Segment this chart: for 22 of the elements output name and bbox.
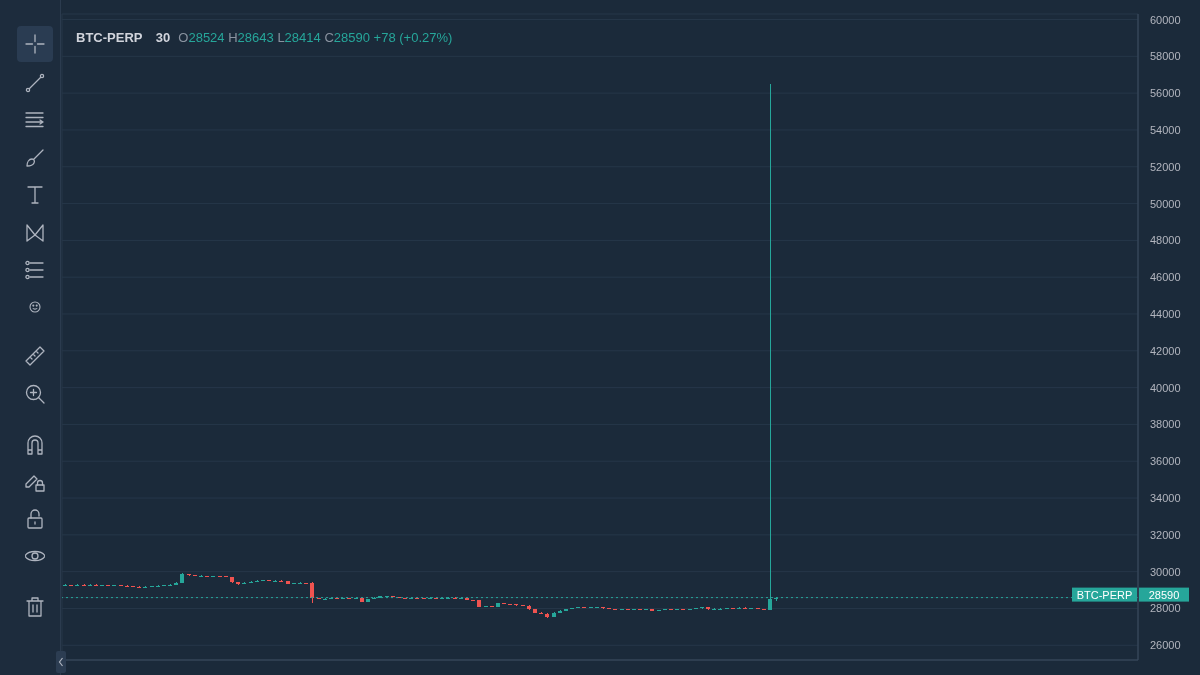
y-tick-label: 52000: [1150, 160, 1181, 173]
y-tick-label: 38000: [1150, 418, 1181, 431]
y-tick-label: 42000: [1150, 344, 1181, 357]
text: BTC-PERP 30: [76, 30, 171, 45]
y-tick-label: 34000: [1150, 492, 1181, 505]
y-tick-label: 46000: [1150, 271, 1181, 284]
y-tick-label: 48000: [1150, 234, 1181, 247]
y-tick-label: 44000: [1150, 307, 1181, 320]
y-tick-label: 40000: [1150, 381, 1181, 394]
y-tick-label: 36000: [1150, 455, 1181, 468]
y-tick-label: 30000: [1150, 565, 1181, 578]
ref-line-label: BTC-PERP: [1076, 588, 1133, 601]
y-tick-label: 28590: [1148, 588, 1180, 601]
y-tick-label: 28000: [1150, 602, 1181, 615]
y-tick-label: 58000: [1150, 50, 1181, 63]
y-tick-label: 60000: [1150, 13, 1181, 26]
y-tick-label: 54000: [1150, 123, 1181, 136]
y-tick-label: 50000: [1150, 197, 1181, 210]
y-tick-label: 26000: [1150, 639, 1181, 652]
y-tick-label: 56000: [1150, 87, 1181, 100]
y-tick-label: 32000: [1150, 528, 1181, 541]
text: O28524 H28643 L28414 C28590 +78 (+0.27%): [178, 30, 453, 45]
